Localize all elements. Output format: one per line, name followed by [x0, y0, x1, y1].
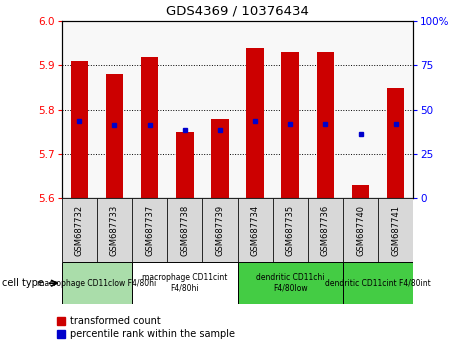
Bar [281, 52, 299, 198]
Text: GSM687740: GSM687740 [356, 205, 365, 256]
Text: GSM687733: GSM687733 [110, 205, 119, 256]
Bar [247, 48, 264, 198]
Bar [132, 198, 167, 262]
Text: GSM687737: GSM687737 [145, 205, 154, 256]
Text: GSM687739: GSM687739 [216, 205, 224, 256]
Bar [71, 61, 88, 198]
Bar [238, 198, 273, 262]
Bar [62, 262, 132, 304]
Bar [316, 52, 334, 198]
Bar [105, 74, 124, 198]
Bar [238, 262, 343, 304]
Title: GDS4369 / 10376434: GDS4369 / 10376434 [166, 4, 309, 17]
Bar [273, 198, 308, 262]
Bar [211, 119, 228, 198]
Bar [343, 262, 413, 304]
Bar [97, 198, 132, 262]
Text: macrophage CD11cint
F4/80hi: macrophage CD11cint F4/80hi [142, 274, 228, 293]
Bar [378, 198, 413, 262]
Text: dendritic CD11cint F4/80int: dendritic CD11cint F4/80int [325, 279, 431, 288]
Text: dendritic CD11chi
F4/80low: dendritic CD11chi F4/80low [256, 274, 324, 293]
Text: GSM687734: GSM687734 [251, 205, 259, 256]
Text: cell type: cell type [2, 278, 44, 288]
Bar [176, 132, 194, 198]
Bar [308, 198, 343, 262]
Bar [62, 198, 97, 262]
Text: macrophage CD11clow F4/80hi: macrophage CD11clow F4/80hi [37, 279, 157, 288]
Text: GSM687738: GSM687738 [180, 205, 189, 256]
Bar [132, 262, 238, 304]
Text: GSM687732: GSM687732 [75, 205, 84, 256]
Text: GSM687736: GSM687736 [321, 205, 330, 256]
Bar [167, 198, 202, 262]
Bar [387, 88, 404, 198]
Text: GSM687735: GSM687735 [286, 205, 294, 256]
Bar [141, 57, 158, 198]
Legend: transformed count, percentile rank within the sample: transformed count, percentile rank withi… [57, 316, 235, 339]
Text: GSM687741: GSM687741 [391, 205, 400, 256]
Bar [202, 198, 238, 262]
Bar [352, 185, 369, 198]
Bar [343, 198, 378, 262]
